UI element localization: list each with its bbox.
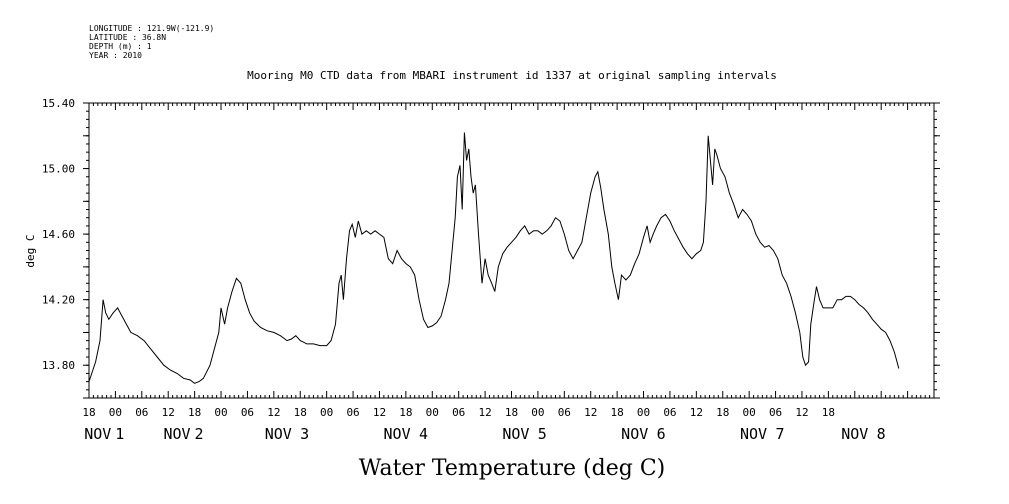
date-labels: NOV 1 NOV 2 NOV 3 NOV 4 NOV 5 NOV 6 NOV 7 NOV 8 (84, 425, 885, 443)
x-tick-label: 00 (214, 406, 227, 419)
x-tick-label: 18 (188, 406, 201, 419)
x-tick-label: 06 (663, 406, 676, 419)
x-tick-label: 06 (135, 406, 148, 419)
x-tick-label: 12 (795, 406, 808, 419)
x-tick-label: 12 (584, 406, 597, 419)
x-tick-label: 18 (822, 406, 835, 419)
x-tick-label: 12 (373, 406, 386, 419)
meta-longitude: LONGITUDE : 121.9W(-121.9) (89, 24, 214, 33)
date-label: 6 (657, 425, 666, 443)
date-label: NOV (502, 425, 529, 443)
x-tick-label: 00 (426, 406, 439, 419)
x-tick-label: 06 (241, 406, 254, 419)
x-tick-label: 18 (399, 406, 412, 419)
date-label: NOV (384, 425, 411, 443)
x-tick-label: 12 (690, 406, 703, 419)
date-label: 3 (300, 425, 309, 443)
meta-year: YEAR : 2010 (89, 51, 142, 60)
date-label: NOV (740, 425, 767, 443)
x-tick-label: 06 (346, 406, 359, 419)
meta-latitude: LATITUDE : 36.8N (89, 33, 166, 42)
x-tick-label: 06 (769, 406, 782, 419)
x-tick-label: 18 (82, 406, 95, 419)
meta-depth: DEPTH (m) : 1 (89, 42, 152, 51)
x-tick-label: 00 (320, 406, 333, 419)
x-tick-label: 06 (558, 406, 571, 419)
date-label: NOV (841, 425, 868, 443)
x-tick-label: 18 (505, 406, 518, 419)
x-tick-label: 18 (716, 406, 729, 419)
x-tick-label: 12 (267, 406, 280, 419)
y-tick-label: 15.40 (42, 97, 75, 110)
x-tick-label: 00 (531, 406, 544, 419)
date-label: 7 (775, 425, 784, 443)
x-tick-label: 12 (478, 406, 491, 419)
x-tick-label: 12 (162, 406, 175, 419)
date-label: 4 (419, 425, 428, 443)
y-tick-label: 14.20 (42, 294, 75, 307)
x-axis-title: Water Temperature (deg C) (359, 456, 666, 481)
x-tick-label: 06 (452, 406, 465, 419)
date-label: 5 (538, 425, 547, 443)
axis-ticks (83, 102, 940, 399)
x-tick-label: 18 (611, 406, 624, 419)
y-tick-label: 13.80 (42, 359, 75, 372)
date-label: NOV (265, 425, 292, 443)
chart-title: Mooring M0 CTD data from MBARI instrumen… (247, 69, 777, 82)
date-label: NOV (621, 425, 648, 443)
y-tick-label: 14.60 (42, 228, 75, 241)
x-tick-label: 00 (109, 406, 122, 419)
x-tick-label: 18 (294, 406, 307, 419)
y-tick-labels: 13.80 14.20 14.60 15.00 15.40 (42, 97, 75, 372)
date-label: 1 (115, 425, 124, 443)
x-tick-label: 00 (637, 406, 650, 419)
y-tick-label: 15.00 (42, 163, 75, 176)
plot-frame (88, 102, 935, 399)
date-label: NOV (163, 425, 190, 443)
date-label: 2 (195, 425, 204, 443)
date-label: NOV (84, 425, 111, 443)
date-label: 8 (877, 425, 886, 443)
y-axis-label: deg C (24, 234, 37, 267)
x-tick-labels: 18 00 06 12 18 00 06 12 18 00 06 12 18 00 06 12 18 00 06 12… (82, 406, 835, 419)
x-tick-label: 00 (743, 406, 756, 419)
series-line (88, 132, 900, 384)
meta-block: LONGITUDE : 121.9W(-121.9) LATITUDE : 36… (89, 24, 214, 60)
